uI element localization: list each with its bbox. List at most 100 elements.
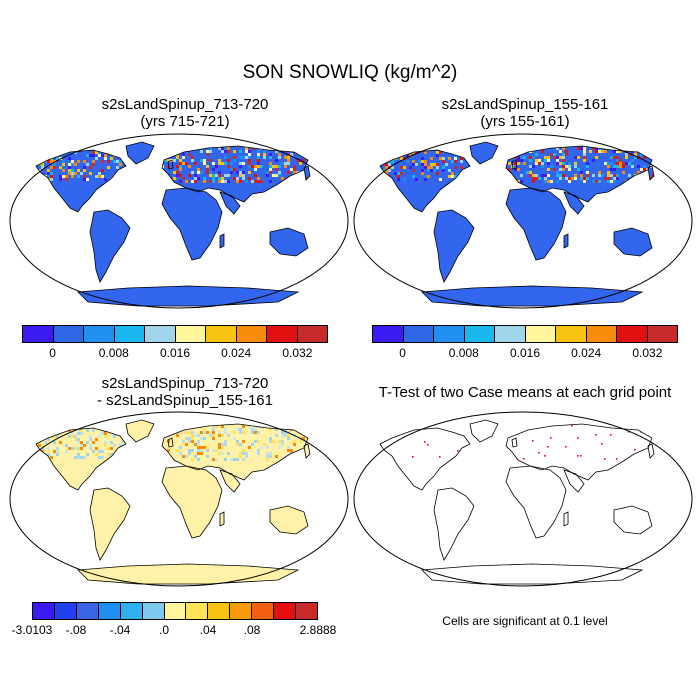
grid-cell <box>173 177 176 180</box>
grid-cell <box>65 435 68 438</box>
colorbar-swatch <box>556 326 587 342</box>
grid-cell <box>50 175 53 178</box>
grid-cell <box>502 174 505 177</box>
grid-cell <box>580 171 583 174</box>
grid-cell <box>269 455 272 458</box>
colorbar-swatch <box>145 326 176 342</box>
grid-cell <box>248 156 251 159</box>
land-madagascar <box>564 234 568 248</box>
colorbar-swatch <box>464 326 495 342</box>
grid-cell <box>502 147 505 150</box>
map-top-left <box>9 133 349 309</box>
grid-cell <box>113 435 116 438</box>
grid-cell <box>185 443 188 446</box>
grid-cell <box>209 434 212 437</box>
grid-cell <box>53 435 56 438</box>
grid-cell <box>460 160 463 163</box>
grid-cell <box>532 440 534 442</box>
grid-cell <box>203 422 206 425</box>
grid-cell <box>263 156 266 159</box>
grid-cell <box>415 160 418 163</box>
grid-cell <box>38 160 41 163</box>
grid-cell <box>269 144 272 147</box>
grid-cell <box>427 169 430 172</box>
grid-cell <box>613 174 616 177</box>
grid-cell <box>257 449 260 452</box>
grid-cell <box>547 180 550 183</box>
grid-cell <box>200 449 203 452</box>
grid-cell <box>619 159 622 162</box>
coastline-arabia-india <box>219 191 241 215</box>
significance-note: Cells are significant at 0.1 level <box>442 614 608 628</box>
grid-cell <box>233 177 236 180</box>
grid-cell <box>194 180 197 183</box>
grid-cell <box>242 174 245 177</box>
grid-cell <box>68 166 71 169</box>
grid-cell <box>520 171 523 174</box>
grid-cell <box>170 431 173 434</box>
grid-cell <box>568 177 571 180</box>
grid-cell <box>77 441 80 444</box>
grid-cell <box>53 429 56 432</box>
grid-cell <box>260 165 263 168</box>
grid-cell <box>562 165 565 168</box>
grid-cell <box>565 165 568 168</box>
grid-cell <box>643 144 646 147</box>
grid-cell <box>161 452 164 455</box>
grid-cell <box>427 157 430 160</box>
grid-cell <box>200 159 203 162</box>
grid-cell <box>38 444 41 447</box>
grid-cell <box>454 166 457 169</box>
grid-cell <box>634 153 637 156</box>
colorbar-tick-label: 0.008 <box>98 346 129 360</box>
grid-cell <box>206 168 209 171</box>
grid-cell <box>532 147 535 150</box>
grid-cell <box>598 150 601 153</box>
grid-cell <box>188 144 191 147</box>
grid-cells <box>412 422 654 460</box>
grid-cell <box>191 156 194 159</box>
grid-cell <box>305 144 308 147</box>
grid-cell <box>80 154 83 157</box>
coastline-japan <box>647 165 655 181</box>
grid-cell <box>409 166 412 169</box>
grid-cell <box>74 163 77 166</box>
panel-title-line1: s2sLandSpinup_713-720 <box>101 96 269 113</box>
grid-cell <box>580 455 582 457</box>
coastline-africa <box>161 465 223 539</box>
land-antarctica <box>78 286 298 306</box>
grid-cell <box>206 446 209 449</box>
grid-cell <box>176 165 179 168</box>
grid-cell <box>110 453 113 456</box>
grid-cell <box>610 434 612 436</box>
grid-cell <box>92 160 95 163</box>
grid-cell <box>302 159 305 162</box>
grid-cell <box>230 168 233 171</box>
grid-cell <box>110 429 113 432</box>
grid-cell <box>47 175 50 178</box>
grid-cell <box>613 168 616 171</box>
grid-cell <box>538 162 541 165</box>
grid-cell <box>457 172 460 175</box>
coastline-greenland <box>125 419 155 443</box>
grid-cell <box>74 447 77 450</box>
grid-cell <box>281 440 284 443</box>
grid-cell <box>538 159 541 162</box>
grid-cell <box>119 426 122 429</box>
grid-cell <box>409 154 412 157</box>
land-arabia-india <box>564 192 584 214</box>
grid-cell <box>56 148 59 151</box>
grid-cell <box>50 163 53 166</box>
grid-cell <box>38 453 41 456</box>
grid-cell <box>311 144 314 147</box>
grid-cell <box>574 156 577 159</box>
grid-cell <box>622 171 625 174</box>
grid-cell <box>559 177 562 180</box>
grid-cell <box>463 151 466 154</box>
grid-cell <box>254 168 257 171</box>
grid-cell <box>466 175 469 178</box>
grid-cell <box>451 175 454 178</box>
grid-cell <box>631 180 634 183</box>
map-frame <box>9 133 349 309</box>
grid-cell <box>604 150 607 153</box>
